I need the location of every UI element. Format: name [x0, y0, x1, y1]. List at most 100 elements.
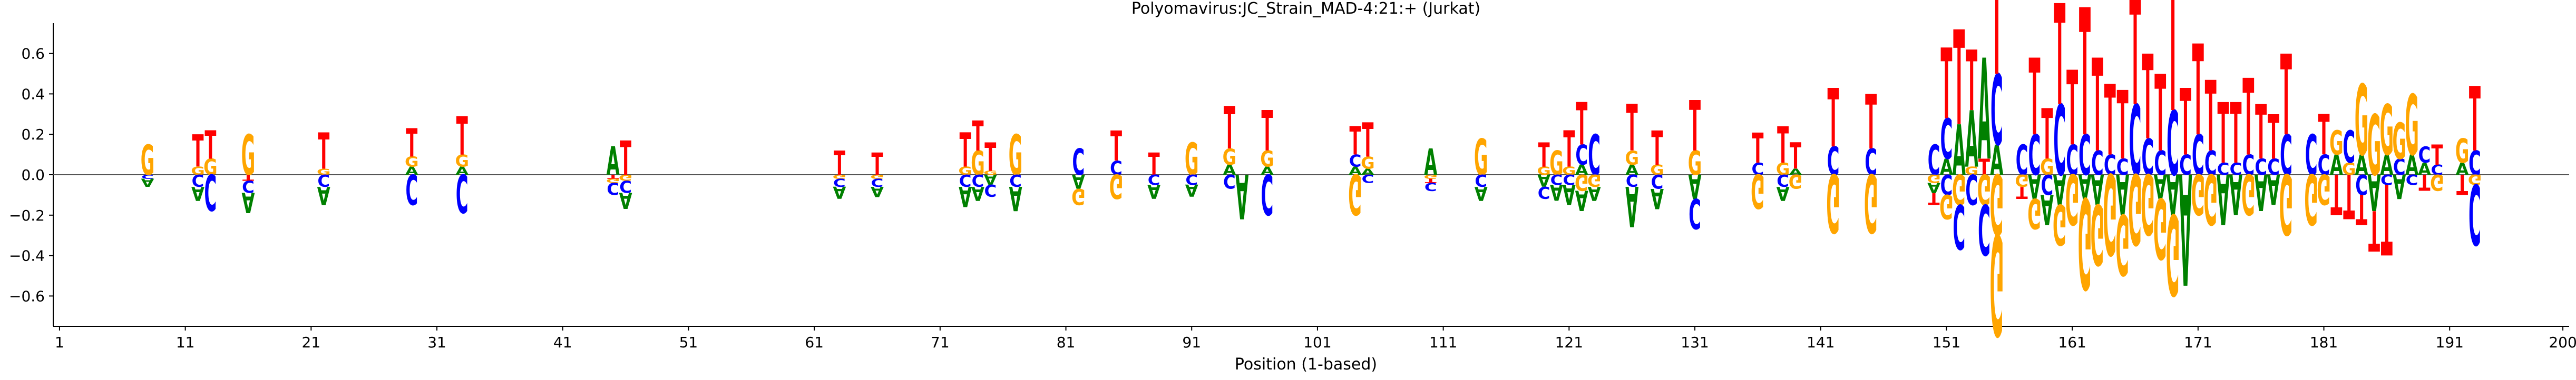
logo-letter-C: C — [2255, 154, 2267, 180]
y-tick-label: 0.4 — [21, 85, 45, 103]
logo-letter-G: G — [1549, 144, 1564, 183]
x-tick-label: 11 — [176, 334, 195, 351]
logo-letter-C: C — [2406, 172, 2418, 187]
logo-letter-C: C — [1362, 172, 1374, 185]
logo-letter-T: T — [2054, 0, 2065, 137]
logo-letter-A: A — [2355, 149, 2368, 182]
logo-letter-A: A — [2028, 167, 2041, 206]
logo-letter-T: T — [2469, 68, 2481, 172]
logo-letter-T: T — [2381, 162, 2393, 275]
logo-letter-C: C — [984, 181, 997, 201]
logo-letter-G: G — [1348, 161, 1362, 225]
logo-letter-T: T — [1928, 189, 1940, 209]
logo-letter-G: G — [2103, 148, 2117, 277]
x-tick-label: 181 — [2310, 334, 2338, 351]
y-tick-label: 0.0 — [21, 166, 45, 184]
logo-letter-C: C — [1777, 171, 1789, 191]
logo-letter-T: T — [1563, 120, 1575, 178]
logo-letter-C: C — [2418, 142, 2431, 168]
logo-letter-C: C — [1575, 139, 1588, 172]
logo-letter-C: C — [1424, 180, 1437, 193]
y-tick-label: 0.2 — [21, 126, 45, 143]
logo-letter-A: A — [1575, 162, 1588, 178]
logo-letter-T: T — [1425, 177, 1437, 184]
logo-letter-T: T — [242, 173, 255, 183]
logo-letter-C: C — [2053, 85, 2066, 198]
logo-letter-C: C — [2267, 154, 2280, 180]
logo-letter-C: C — [2066, 137, 2079, 185]
logo-letter-G: G — [317, 167, 331, 177]
x-tick-label: 41 — [553, 334, 572, 351]
logo-letter-T: T — [2318, 104, 2330, 168]
logo-letter-A: A — [2255, 163, 2268, 221]
y-tick-label: −0.2 — [9, 207, 45, 224]
logo-letter-A: A — [2041, 185, 2054, 233]
logo-letter-C: C — [1563, 172, 1575, 187]
logo-letter-C: C — [2041, 168, 2054, 200]
logo-letter-G: G — [2015, 171, 2029, 191]
logo-letter-C: C — [2355, 168, 2368, 200]
logo-letter-G: G — [1009, 124, 1023, 188]
logo-letter-A: A — [1927, 179, 1940, 195]
logo-letter-C: C — [607, 178, 619, 198]
logo-letter-T: T — [204, 123, 216, 168]
logo-letter-A: A — [2229, 161, 2242, 225]
logo-letter-C: C — [1752, 159, 1764, 179]
logo-letter-G: G — [1650, 162, 1664, 178]
logo-letter-G: G — [1109, 167, 1124, 206]
logo-letter-G: G — [619, 173, 633, 183]
logo-letter-A: A — [2079, 167, 2092, 206]
x-tick-label: 171 — [2184, 334, 2212, 351]
logo-letter-T: T — [2431, 139, 2443, 172]
logo-letter-G: G — [1864, 155, 1878, 248]
logo-letter-A: A — [1361, 167, 1374, 177]
y-tick-label: −0.6 — [9, 287, 45, 305]
logo-letter-G: G — [1789, 169, 1803, 192]
logo-letter-G: G — [1223, 144, 1237, 170]
logo-letter-C: C — [2230, 159, 2242, 179]
logo-letter-C: C — [972, 171, 984, 191]
logo-letter-T: T — [1752, 125, 1763, 173]
logo-letter-A: A — [2380, 149, 2393, 182]
logo-letter-T: T — [984, 135, 996, 180]
logo-letter-T: T — [2167, 0, 2179, 157]
logo-letter-C: C — [456, 162, 469, 224]
logo-letter-A: A — [241, 186, 255, 218]
logo-letter-A: A — [2418, 159, 2431, 179]
logo-letter-C: C — [1953, 190, 1965, 261]
x-tick-label: 71 — [931, 334, 950, 351]
logo-letter-T: T — [1953, 3, 1965, 155]
logo-letter-G: G — [2241, 161, 2256, 225]
logo-letter-C: C — [1928, 137, 1940, 185]
logo-letter-C: C — [959, 171, 972, 191]
logo-letter-G: G — [1474, 128, 1488, 187]
logo-letter-C: C — [1185, 172, 1198, 187]
logo-letter-C: C — [405, 164, 418, 213]
logo-letter-C: C — [2318, 149, 2330, 182]
logo-letter-T: T — [960, 123, 971, 178]
logo-letter-C: C — [1651, 169, 1664, 192]
logo-letter-T: T — [2129, 0, 2141, 140]
logo-letter-T: T — [1261, 100, 1273, 164]
x-tick-label: 191 — [2436, 334, 2464, 351]
logo-letter-G: G — [2065, 158, 2080, 239]
logo-letter-C: C — [2079, 124, 2091, 188]
logo-letter-A: A — [455, 165, 469, 177]
x-tick-label: 91 — [1182, 334, 1201, 351]
logo-letter-T: T — [2142, 31, 2153, 166]
logo-letter-G: G — [2203, 158, 2218, 239]
logo-letter-A: A — [1953, 111, 1966, 192]
x-tick-label: 200 — [2549, 334, 2576, 351]
logo-letter-G: G — [2405, 77, 2419, 174]
logo-letter-C: C — [2380, 172, 2393, 187]
logo-letter-C: C — [1940, 168, 1953, 200]
logo-letter-C: C — [1865, 141, 1877, 184]
logo-letter-G: G — [1776, 159, 1790, 179]
logo-letter-G: G — [1977, 164, 1992, 213]
logo-letter-C: C — [141, 173, 154, 179]
logo-letter-G: G — [2342, 159, 2356, 179]
logo-letter-A: A — [619, 187, 632, 213]
logo-letter-G: G — [833, 173, 846, 179]
logo-letter-G: G — [2355, 65, 2369, 178]
logo-letter-A: A — [1563, 178, 1576, 210]
